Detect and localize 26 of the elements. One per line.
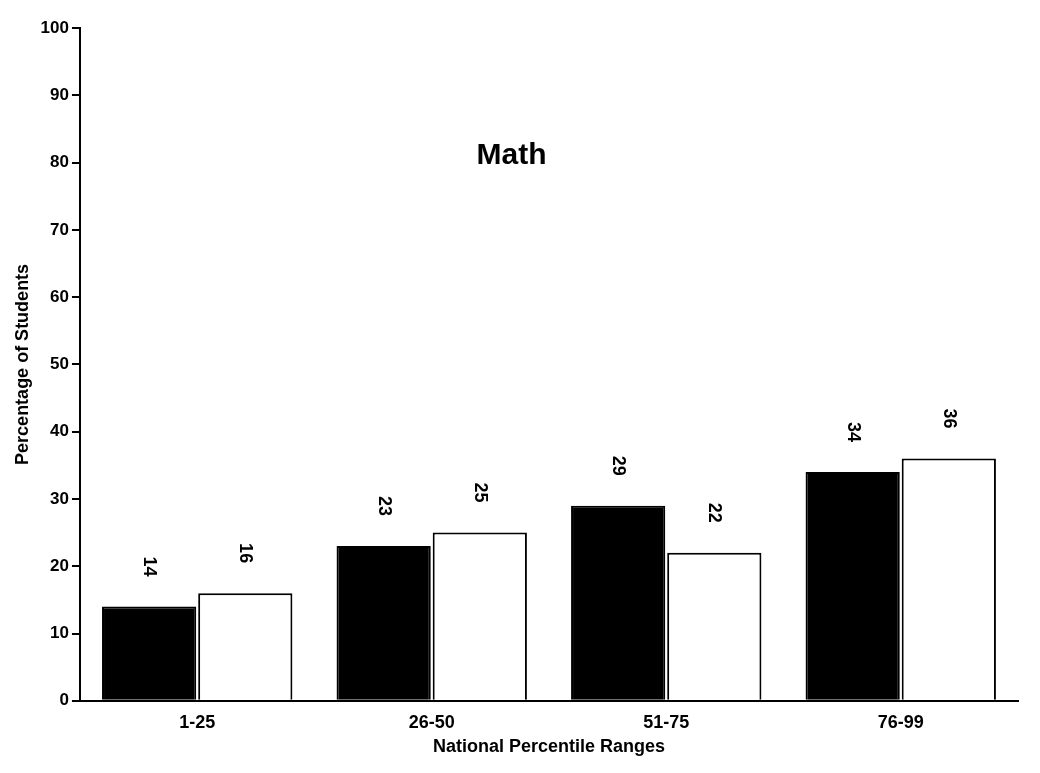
- x-tick-label: 51-75: [643, 711, 690, 732]
- y-tick-label: 90: [50, 84, 69, 104]
- x-axis-title: National Percentile Ranges: [432, 736, 666, 757]
- y-tick-label: 40: [50, 421, 69, 441]
- data-label: 22: [705, 502, 726, 523]
- y-axis-title: Percentage of Students: [11, 263, 32, 465]
- y-tick-label: 20: [50, 555, 69, 575]
- y-tick-label: 30: [50, 488, 69, 508]
- data-label: 34: [843, 422, 864, 443]
- y-tick-label: 100: [40, 17, 69, 37]
- y-tick-label: 70: [50, 219, 69, 239]
- data-label: 25: [470, 482, 491, 503]
- x-tick-label: 1-25: [179, 711, 216, 732]
- y-tick-label: 60: [50, 286, 69, 306]
- x-tick-label: 76-99: [877, 711, 924, 732]
- data-label: 36: [939, 408, 960, 429]
- x-tick-label: 26-50: [408, 711, 455, 732]
- y-tick-label: 50: [50, 354, 69, 374]
- y-tick-label: 0: [59, 690, 69, 710]
- data-label: 29: [609, 455, 630, 476]
- data-label: 16: [236, 543, 257, 564]
- data-label: 23: [374, 496, 395, 517]
- y-tick-label: 10: [50, 623, 69, 643]
- text: Math: [476, 137, 547, 171]
- data-label: 14: [140, 556, 161, 577]
- y-tick-label: 80: [50, 152, 69, 172]
